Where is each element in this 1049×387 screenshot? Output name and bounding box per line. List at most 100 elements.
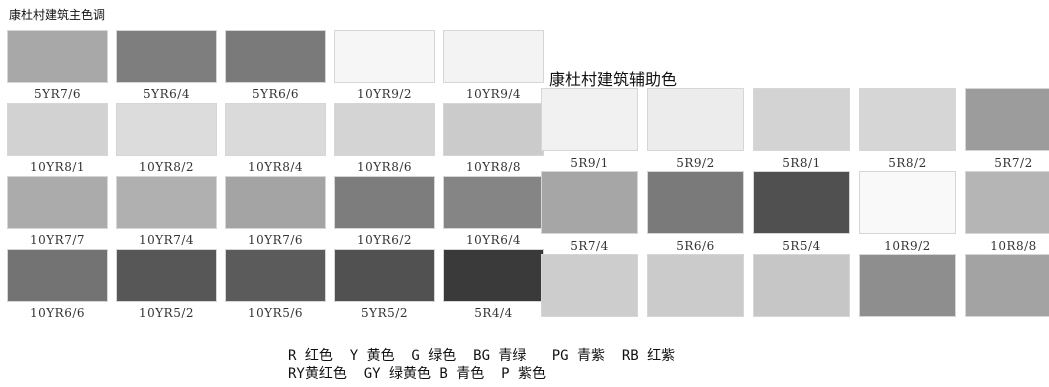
main-color-code: 5YR5/2 (361, 306, 408, 320)
main-swatch-cell: 5YR7/6 (7, 30, 108, 103)
main-swatch-cell: 10YR5/2 (116, 249, 217, 322)
aux-color-code: 5R9/2 (676, 156, 715, 170)
aux-swatch-cell: 5R9/1 (541, 88, 638, 171)
main-color-swatch (225, 103, 326, 156)
main-color-swatch (225, 30, 326, 83)
hue-legend: R 红色 Y 黄色 G 绿色 BG 青绿 PG 青紫 RB 红紫 RY黄红色 G… (288, 347, 675, 383)
main-swatch-cell: 10YR9/2 (334, 30, 435, 103)
aux-color-swatch (965, 254, 1049, 317)
aux-color-code: 5R6/6 (676, 239, 715, 253)
main-colors-title: 康杜村建筑主色调 (9, 8, 106, 22)
aux-color-code: 5R8/2 (888, 156, 927, 170)
aux-swatch-cell (965, 254, 1049, 337)
main-color-code: 10YR7/7 (29, 233, 86, 247)
main-color-swatch (116, 30, 217, 83)
main-color-swatch (225, 249, 326, 302)
main-color-code: 5YR6/6 (252, 87, 299, 101)
auxiliary-colors-title: 康杜村建筑辅助色 (549, 70, 678, 89)
aux-color-swatch (541, 88, 638, 151)
main-color-swatch (225, 176, 326, 229)
main-color-swatch (334, 103, 435, 156)
main-swatch-cell: 10YR6/6 (7, 249, 108, 322)
hue-legend-line-1: R 红色 Y 黄色 G 绿色 BG 青绿 PG 青紫 RB 红紫 (288, 348, 676, 364)
aux-swatch-cell: 5R8/2 (859, 88, 956, 171)
main-color-swatch (443, 103, 544, 156)
main-color-code: 10YR5/6 (247, 306, 304, 320)
aux-swatch-cell: 10R8/8 (965, 171, 1049, 254)
aux-color-code: 5R7/2 (994, 156, 1033, 170)
aux-color-swatch (647, 254, 744, 317)
main-color-swatch (443, 30, 544, 83)
main-color-swatch (7, 249, 108, 302)
aux-swatch-cell: 10R9/2 (859, 171, 956, 254)
auxiliary-colors-grid: 5R9/1 5R9/2 5R8/1 5R8/2 5R7/2 5R7/4 5R6/6 5R5/4… (541, 88, 1049, 337)
aux-color-swatch (647, 88, 744, 151)
aux-swatch-cell: 5R7/2 (965, 88, 1049, 171)
main-swatch-cell: 10YR5/6 (225, 249, 326, 322)
main-swatch-cell: 10YR8/1 (7, 103, 108, 176)
main-swatch-cell: 10YR8/8 (443, 103, 544, 176)
main-color-code: 5YR7/6 (34, 87, 81, 101)
aux-color-swatch (753, 254, 850, 317)
main-color-code: 10YR8/8 (465, 160, 522, 174)
aux-color-swatch (753, 88, 850, 151)
main-color-swatch (116, 103, 217, 156)
aux-color-code: 5R7/4 (570, 239, 609, 253)
main-color-code: 10YR8/4 (247, 160, 304, 174)
main-swatch-cell: 10YR8/4 (225, 103, 326, 176)
aux-swatch-cell (541, 254, 638, 337)
aux-color-swatch (965, 88, 1049, 151)
main-color-swatch (334, 249, 435, 302)
main-color-code: 10YR8/2 (138, 160, 195, 174)
main-swatch-cell: 10YR6/4 (443, 176, 544, 249)
main-swatch-cell: 10YR6/2 (334, 176, 435, 249)
aux-color-swatch (647, 171, 744, 234)
main-swatch-cell: 10YR9/4 (443, 30, 544, 103)
main-swatch-cell: 10YR7/6 (225, 176, 326, 249)
aux-color-swatch (859, 171, 956, 234)
main-color-code: 10YR9/4 (465, 87, 522, 101)
main-colors-grid: 5YR7/6 5YR6/4 5YR6/6 10YR9/2 10YR9/4 10YR8/1 1… (7, 30, 544, 322)
main-color-swatch (116, 176, 217, 229)
main-color-swatch (7, 30, 108, 83)
aux-swatch-cell: 5R9/2 (647, 88, 744, 171)
main-color-code: 10YR8/1 (29, 160, 86, 174)
main-color-code: 10YR9/2 (356, 87, 413, 101)
aux-color-swatch (753, 171, 850, 234)
main-swatch-cell: 10YR7/7 (7, 176, 108, 249)
main-color-code: 10YR7/4 (138, 233, 195, 247)
main-color-code: 10YR6/4 (465, 233, 522, 247)
aux-color-code: 5R8/1 (782, 156, 821, 170)
main-color-code: 5YR6/4 (143, 87, 190, 101)
aux-color-swatch (859, 254, 956, 317)
main-swatch-cell: 10YR8/2 (116, 103, 217, 176)
main-color-swatch (334, 176, 435, 229)
main-color-code: 10YR8/6 (356, 160, 413, 174)
main-swatch-cell: 5R4/4 (443, 249, 544, 322)
aux-color-swatch (859, 88, 956, 151)
aux-color-code: 5R5/4 (782, 239, 821, 253)
aux-swatch-cell: 5R7/4 (541, 171, 638, 254)
aux-color-code: 5R9/1 (570, 156, 609, 170)
aux-swatch-cell (753, 254, 850, 337)
main-swatch-cell: 5YR5/2 (334, 249, 435, 322)
hue-legend-line-2: RY黄红色 GY 绿黄色 B 青色 P 紫色 (288, 366, 547, 382)
main-color-code: 10YR7/6 (247, 233, 304, 247)
main-color-swatch (7, 103, 108, 156)
main-swatch-cell: 10YR7/4 (116, 176, 217, 249)
main-color-swatch (334, 30, 435, 83)
aux-swatch-cell (859, 254, 956, 337)
aux-swatch-cell (647, 254, 744, 337)
main-color-code: 10YR6/2 (356, 233, 413, 247)
aux-swatch-cell: 5R6/6 (647, 171, 744, 254)
main-swatch-cell: 10YR8/6 (334, 103, 435, 176)
main-color-swatch (116, 249, 217, 302)
main-color-code: 10YR6/6 (29, 306, 86, 320)
aux-color-code: 10R9/2 (884, 239, 931, 253)
main-color-code: 5R4/4 (474, 306, 513, 320)
main-color-code: 10YR5/2 (138, 306, 195, 320)
aux-color-swatch (541, 254, 638, 317)
main-color-swatch (7, 176, 108, 229)
aux-color-swatch (541, 171, 638, 234)
main-swatch-cell: 5YR6/4 (116, 30, 217, 103)
